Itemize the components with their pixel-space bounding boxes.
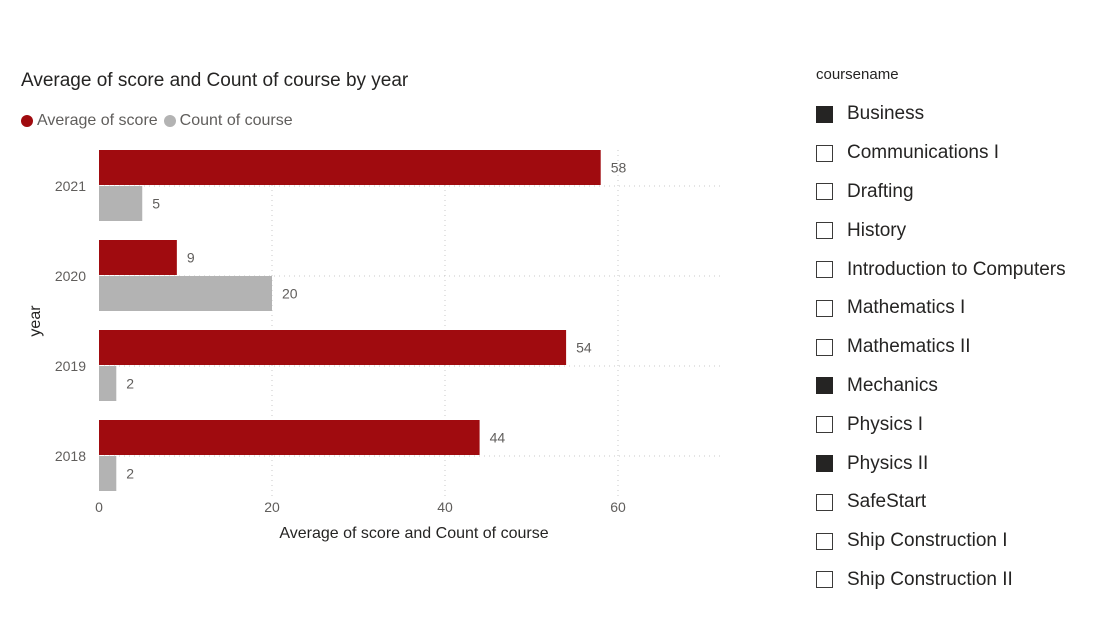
x-tick-label: 60	[610, 499, 626, 515]
checkbox[interactable]	[816, 299, 833, 317]
x-tick-label: 0	[95, 499, 103, 515]
checkbox[interactable]	[816, 532, 833, 550]
checkbox[interactable]	[816, 144, 833, 162]
slicer-list: Business Communications I Drafting History I…	[816, 95, 1066, 599]
slicer-item-ship-construction-ii[interactable]: Ship Construction II	[816, 561, 1066, 600]
data-label: 54	[576, 340, 592, 356]
slicer-item-label: Drafting	[847, 180, 914, 202]
x-axis-title: Average of score and Count of course	[279, 525, 548, 542]
chart-title: Average of score and Count of course by …	[21, 70, 409, 91]
y-tick-label: 2021	[55, 178, 86, 194]
slicer-title: coursename	[816, 66, 899, 83]
slicer-item-label: Mathematics I	[847, 297, 966, 319]
checkbox[interactable]	[816, 416, 833, 434]
data-label: 2	[126, 376, 134, 392]
bar-count-of-course-2019	[99, 366, 117, 401]
bar-average-of-score-2019	[99, 330, 567, 365]
slicer-item-ship-construction-i[interactable]: Ship Construction I	[816, 522, 1066, 561]
bar-count-of-course-2018	[99, 456, 117, 491]
slicer-item-label: Mathematics II	[847, 336, 971, 358]
data-label: 44	[490, 430, 506, 446]
slicer-item-mathematics-ii[interactable]: Mathematics II	[816, 328, 1066, 367]
checkbox[interactable]	[816, 183, 833, 201]
checkbox[interactable]	[816, 261, 833, 279]
bar-count-of-course-2021	[99, 186, 143, 221]
slicer-item-label: Business	[847, 103, 925, 125]
legend-marker-count-of-course	[163, 115, 176, 127]
y-tick-label: 2018	[55, 448, 86, 464]
checkbox[interactable]	[816, 493, 833, 511]
y-tick-label: 2019	[55, 358, 86, 374]
slicer-item-label: Physics II	[847, 452, 929, 474]
legend-label-average-of-score: Average of score	[37, 112, 158, 129]
legend-item-average-of-score[interactable]: Average of score	[21, 112, 158, 130]
slicer-item-label: Ship Construction I	[847, 530, 1008, 552]
bar-average-of-score-2018	[99, 420, 480, 455]
slicer-item-physics-ii[interactable]: Physics II	[816, 444, 1066, 483]
legend-marker-average-of-score	[21, 115, 33, 127]
bar-average-of-score-2021	[99, 150, 601, 185]
data-label: 20	[282, 286, 298, 302]
chart-legend: Average of score Count of course	[21, 112, 299, 130]
checkbox[interactable]	[816, 105, 833, 123]
slicer-item-mechanics[interactable]: Mechanics	[816, 367, 1066, 406]
slicer-item-introduction-to-computers[interactable]: Introduction to Computers	[816, 250, 1066, 289]
slicer-item-label: Communications I	[847, 142, 1000, 164]
slicer-item-mathematics-i[interactable]: Mathematics I	[816, 289, 1066, 328]
slicer-item-label: SafeStart	[847, 491, 927, 513]
slicer-item-drafting[interactable]: Drafting	[816, 173, 1066, 212]
checkbox[interactable]	[816, 455, 833, 473]
slicer-item-business[interactable]: Business	[816, 95, 1066, 134]
y-axis-title: year	[27, 305, 44, 337]
checkbox[interactable]	[816, 571, 833, 589]
data-label: 9	[187, 250, 195, 266]
x-tick-label: 40	[437, 499, 453, 515]
slicer-item-label: Mechanics	[847, 374, 938, 396]
slicer-item-physics-i[interactable]: Physics I	[816, 405, 1066, 444]
data-label: 58	[611, 160, 627, 176]
checkbox[interactable]	[816, 222, 833, 240]
slicer-item-label: Introduction to Computers	[847, 258, 1066, 280]
data-label: 5	[152, 196, 160, 212]
bar-count-of-course-2020	[99, 276, 272, 311]
legend-item-count-of-course[interactable]: Count of course	[163, 112, 293, 130]
slicer-item-label: History	[847, 219, 907, 241]
x-tick-label: 20	[264, 499, 280, 515]
slicer-item-communications-i[interactable]: Communications I	[816, 134, 1066, 173]
slicer-item-history[interactable]: History	[816, 211, 1066, 250]
legend-label-count-of-course: Count of course	[179, 112, 293, 129]
checkbox[interactable]	[816, 377, 833, 395]
slicer-item-label: Ship Construction II	[847, 568, 1013, 590]
checkbox[interactable]	[816, 338, 833, 356]
slicer-item-safestart[interactable]: SafeStart	[816, 483, 1066, 522]
data-label: 2	[126, 466, 134, 482]
bar-average-of-score-2020	[99, 240, 177, 275]
y-tick-label: 2020	[55, 268, 86, 284]
slicer-item-label: Physics I	[847, 413, 924, 435]
